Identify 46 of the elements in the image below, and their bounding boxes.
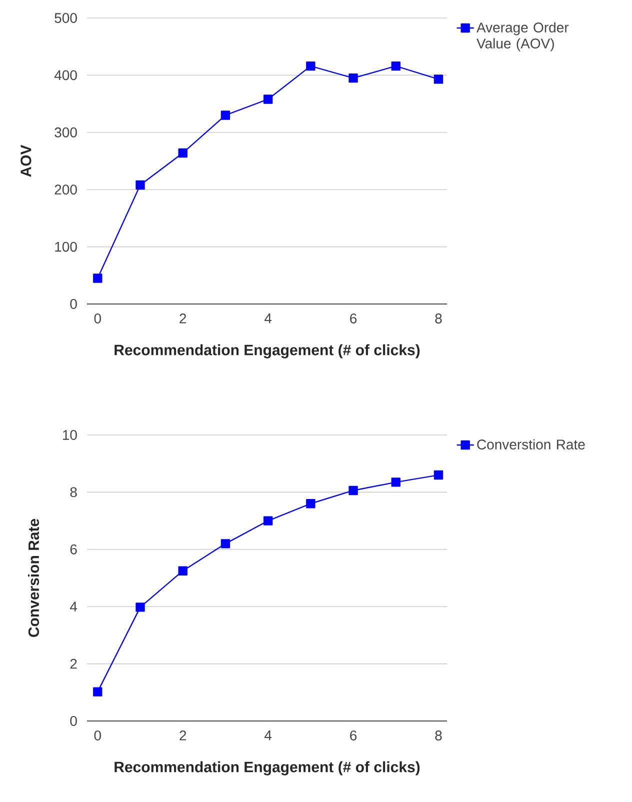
x-tick-label: 0 [94,314,102,324]
y-tick-label: 0 [70,299,77,309]
y-tick-label: 200 [54,184,77,195]
point [93,687,102,696]
y-tick-label: 100 [55,242,77,252]
point [93,274,102,283]
y-tick-label: 4 [70,602,78,612]
x-tick-label: 0 [94,730,102,740]
y-tick-label: 8 [70,487,77,498]
x-tick-label: 2 [180,730,186,740]
point [263,516,273,526]
legend-label: Converstion Rate [477,439,585,450]
y-axis-title: AOV [20,144,32,177]
x-tick-label: 6 [350,730,357,740]
point [434,74,444,84]
point [220,110,230,120]
point [306,61,316,71]
x-axis-title: Recommendation Engagement (# of clicks) [114,761,420,776]
point [263,94,273,104]
y-tick-label: 10 [62,430,77,440]
y-tick-label: 300 [54,127,77,138]
point [178,566,188,576]
x-tick-label: 6 [350,314,357,324]
y-tick-label: 400 [54,70,77,80]
point [220,539,230,548]
x-tick-label: 8 [435,730,442,740]
y-tick-label: 6 [70,544,77,554]
point [391,61,400,71]
point [348,486,358,496]
x-tick-label: 8 [435,314,442,324]
x-tick-label: 4 [264,730,272,740]
point [178,148,188,158]
x-axis-title: Recommendation Engagement (# of clicks) [114,344,420,358]
y-tick-label: 500 [54,13,77,23]
x-tick-label: 2 [180,314,186,324]
point [391,478,400,487]
point [136,602,145,612]
point [348,73,358,83]
y-tick-label: 2 [70,658,77,669]
x-tick-label: 4 [264,314,272,324]
point [136,180,145,190]
y-axis-title: Conversion Rate [28,518,40,637]
point [306,499,316,508]
y-tick-label: 0 [70,716,77,726]
point [434,470,444,480]
legend-label: Average Order Value (AOV) [476,22,569,52]
